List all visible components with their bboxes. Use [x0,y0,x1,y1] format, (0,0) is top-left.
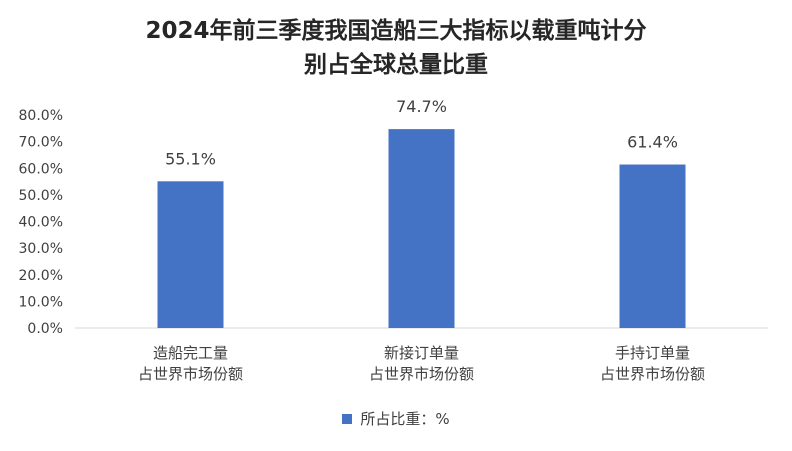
x-tick-label: 手持订单量 [615,344,690,362]
legend-label: 所占比重：% [360,410,450,428]
y-tick-label: 50.0% [19,188,63,204]
legend: 所占比重：% [0,408,792,429]
y-tick-label: 0.0% [27,321,63,337]
x-tick-label: 造船完工量 [153,344,228,362]
y-tick-label: 60.0% [19,161,63,177]
y-tick-label: 20.0% [19,268,63,284]
y-tick-label: 10.0% [19,294,63,310]
data-label: 74.7% [396,97,447,116]
bar [619,164,686,328]
legend-swatch [342,413,353,424]
x-tick-label: 新接订单量 [384,344,459,362]
y-tick-label: 30.0% [19,241,63,257]
x-tick-label: 占世界市场份额 [369,365,474,383]
chart-title-line-2: 别占全球总量比重 [304,52,488,78]
data-label: 55.1% [165,149,216,168]
bar [157,181,224,328]
chart-title: 2024年前三季度我国造船三大指标以载重吨计分 别占全球总量比重 [0,14,792,82]
chart-title-line-1: 2024年前三季度我国造船三大指标以载重吨计分 [145,18,647,44]
x-tick-label: 占世界市场份额 [600,365,705,383]
x-tick-label: 占世界市场份额 [138,365,243,383]
bar [388,129,455,328]
y-tick-label: 80.0% [19,108,63,124]
data-label: 61.4% [627,133,678,152]
y-tick-label: 40.0% [19,215,63,231]
y-tick-label: 70.0% [19,135,63,151]
